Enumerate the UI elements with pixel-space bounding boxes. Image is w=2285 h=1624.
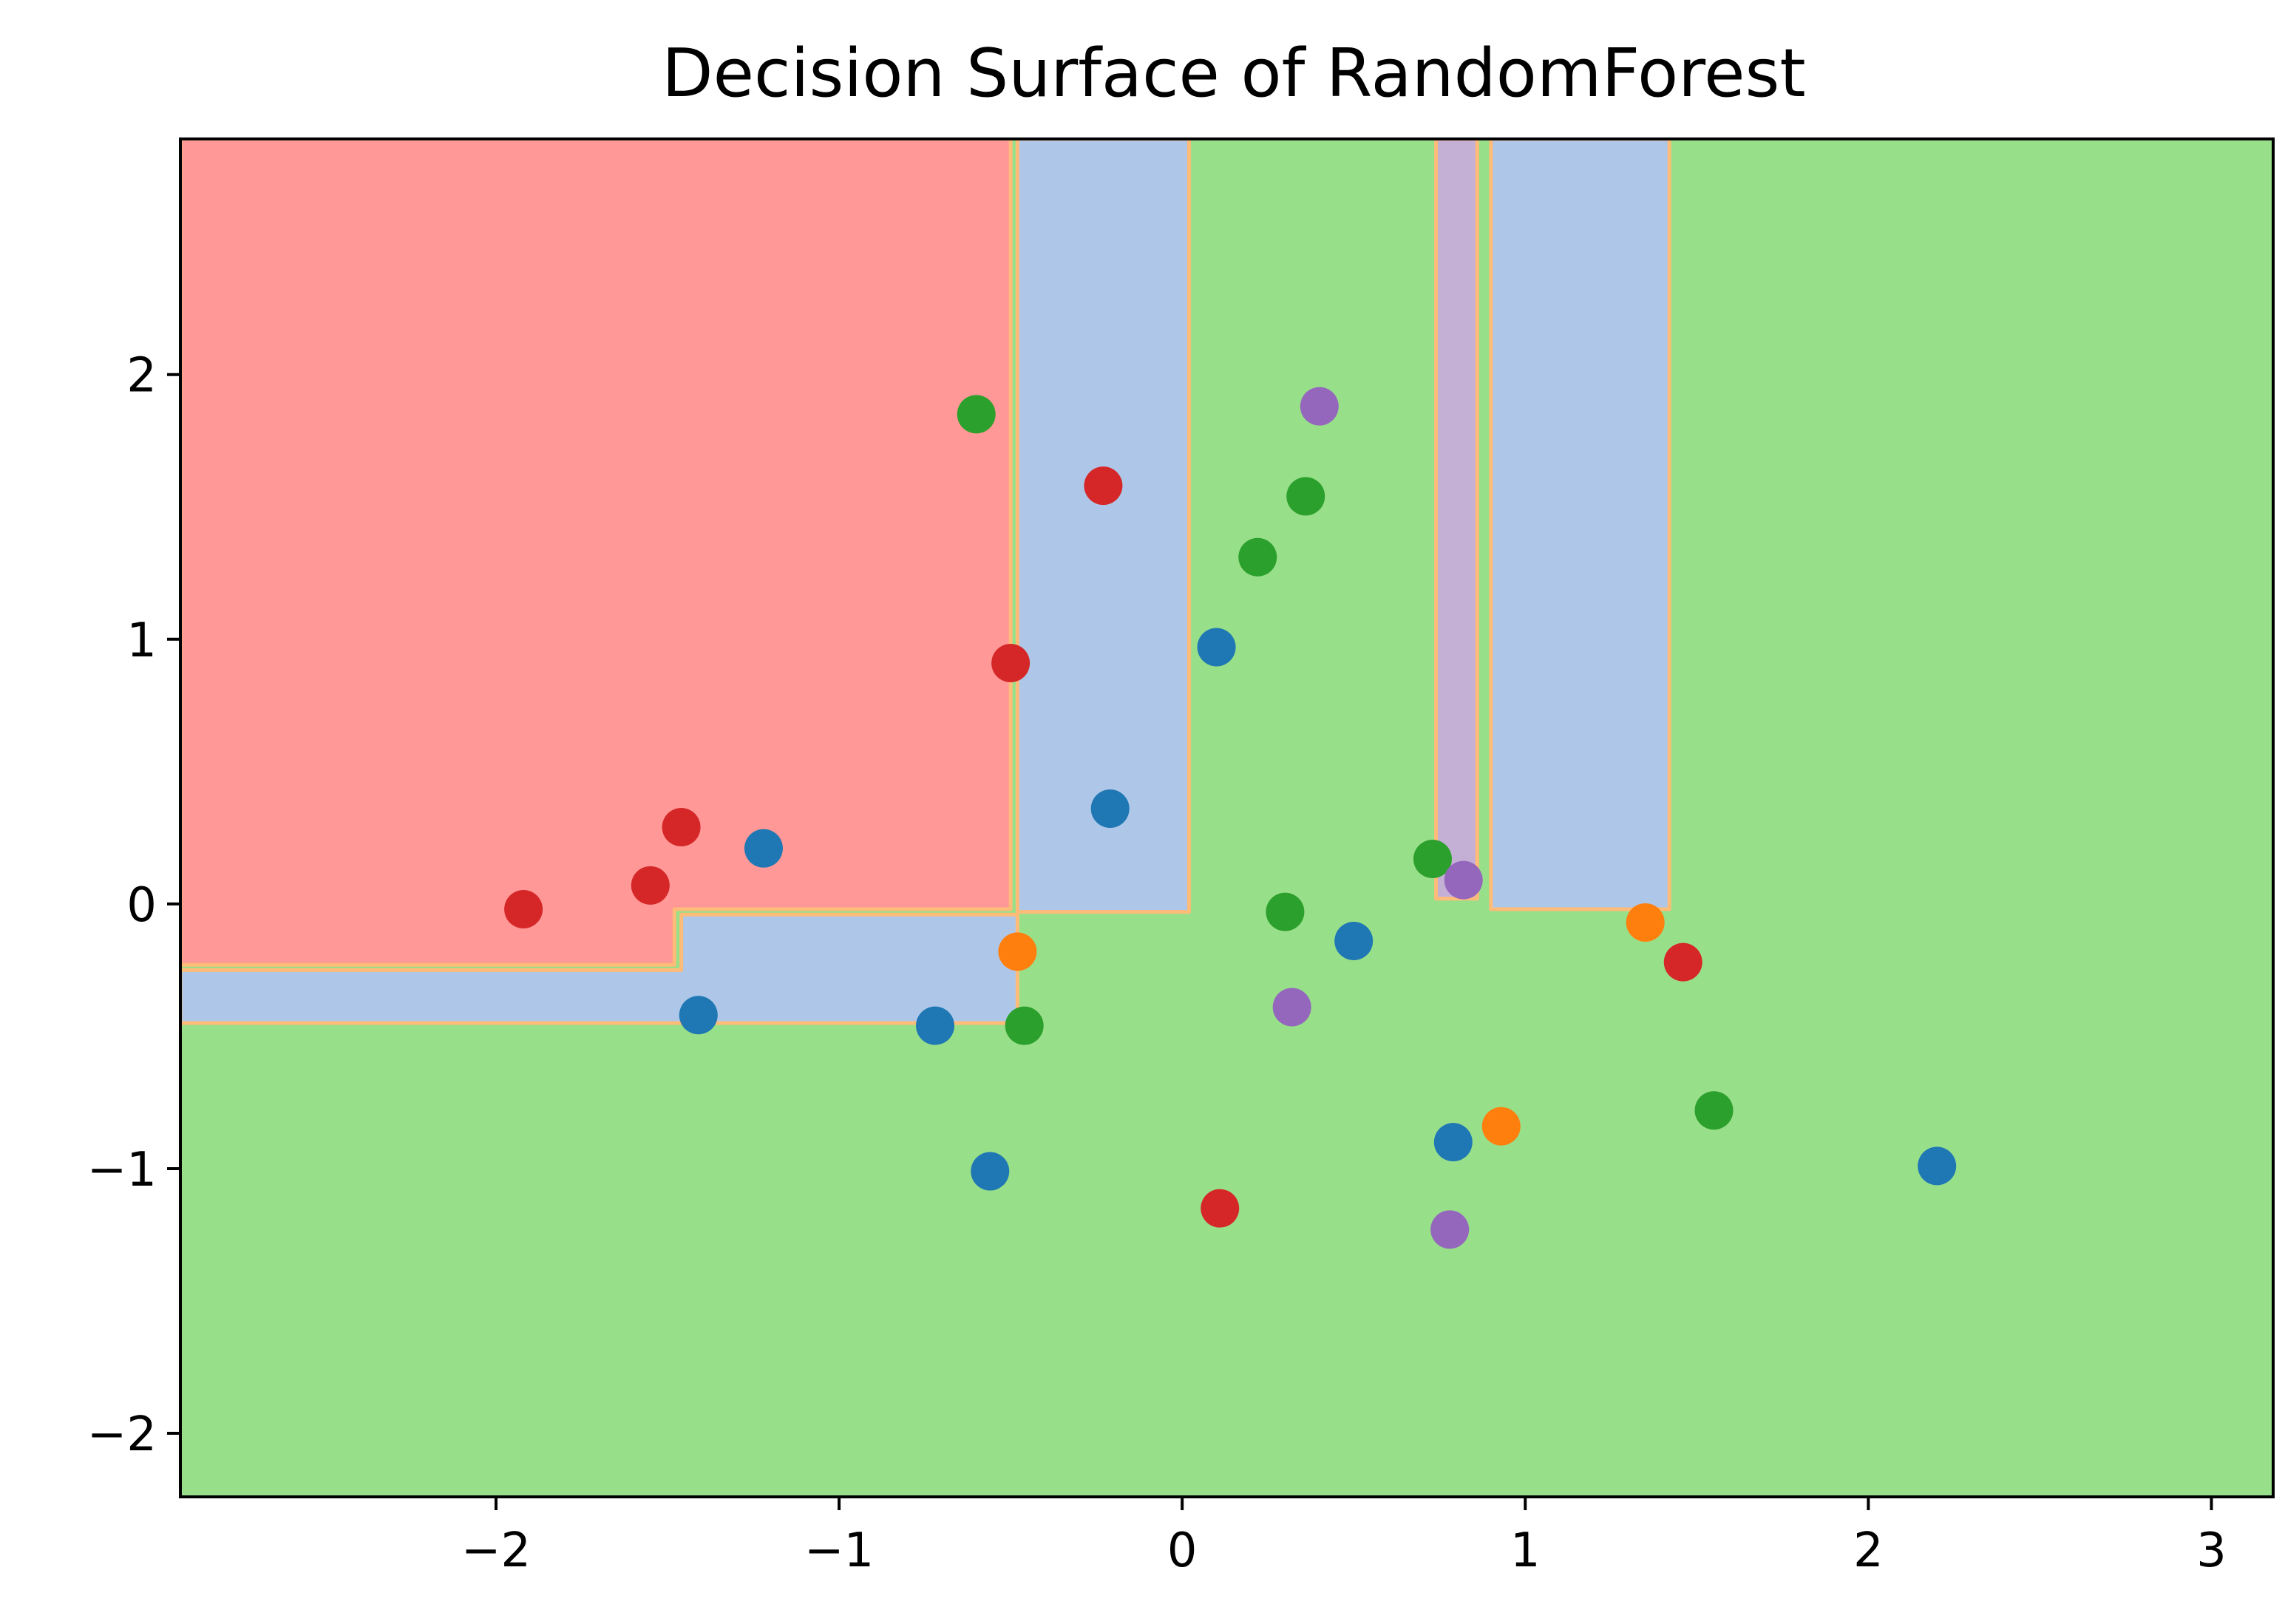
scatter-point (916, 1006, 955, 1045)
scatter-point (1334, 922, 1374, 961)
scatter-point (1694, 1091, 1734, 1130)
scatter-point (1197, 628, 1236, 667)
scatter-point (1663, 942, 1702, 982)
y-axis: −2 −1 0 1 2 (87, 349, 180, 1462)
scatter-point (957, 395, 996, 434)
scatter-point (1918, 1146, 1957, 1186)
scatter-point (1005, 1006, 1044, 1045)
scatter-point (504, 890, 543, 929)
chart-title: Decision Surface of RandomForest (662, 35, 1805, 112)
scatter-point (1090, 789, 1130, 828)
scatter-point (1084, 466, 1123, 506)
scatter-point (1238, 537, 1277, 577)
y-tick-label: 1 (126, 614, 157, 668)
scatter-point (744, 829, 783, 868)
scatter-point (991, 644, 1031, 683)
x-tick-label: −2 (461, 1523, 531, 1578)
scatter-point (1626, 903, 1665, 942)
scatter-point (1433, 1123, 1473, 1162)
x-tick-label: 0 (1167, 1523, 1198, 1578)
x-tick-label: 1 (1510, 1523, 1541, 1578)
scatter-point (662, 808, 701, 847)
scatter-point (1430, 1210, 1470, 1249)
y-tick-label: 0 (126, 878, 157, 933)
decision-region-blue-4 (1489, 139, 1671, 911)
scatter-point (1481, 1107, 1521, 1146)
scatter-point (1286, 477, 1325, 516)
y-tick-label: −1 (87, 1143, 157, 1197)
scatter-point (679, 996, 718, 1035)
decision-region-blue-2 (180, 912, 1019, 1025)
x-tick-label: 3 (2196, 1523, 2227, 1578)
y-tick-label: −2 (87, 1407, 157, 1462)
scatter-point (631, 866, 670, 905)
scatter-points (504, 387, 1957, 1249)
scatter-point (1272, 988, 1311, 1027)
x-tick-label: 2 (1853, 1523, 1884, 1578)
scatter-point (1300, 387, 1339, 426)
y-tick-label: 2 (126, 349, 157, 404)
plot-frame (179, 137, 2275, 1498)
scatter-point (1413, 840, 1452, 879)
x-tick-label: −1 (804, 1523, 874, 1578)
x-axis: −2 −1 0 1 2 3 (461, 1497, 2227, 1578)
scatter-point (1266, 892, 1305, 931)
scatter-point (971, 1152, 1010, 1191)
decision-regions (180, 139, 2273, 1497)
scatter-point (998, 932, 1037, 971)
scatter-point (1201, 1189, 1240, 1228)
decision-region-purple-3 (1434, 139, 1479, 901)
decision-region-red-0 (180, 139, 1013, 967)
scatter-point (1444, 860, 1483, 900)
plot-area (179, 137, 2275, 1498)
